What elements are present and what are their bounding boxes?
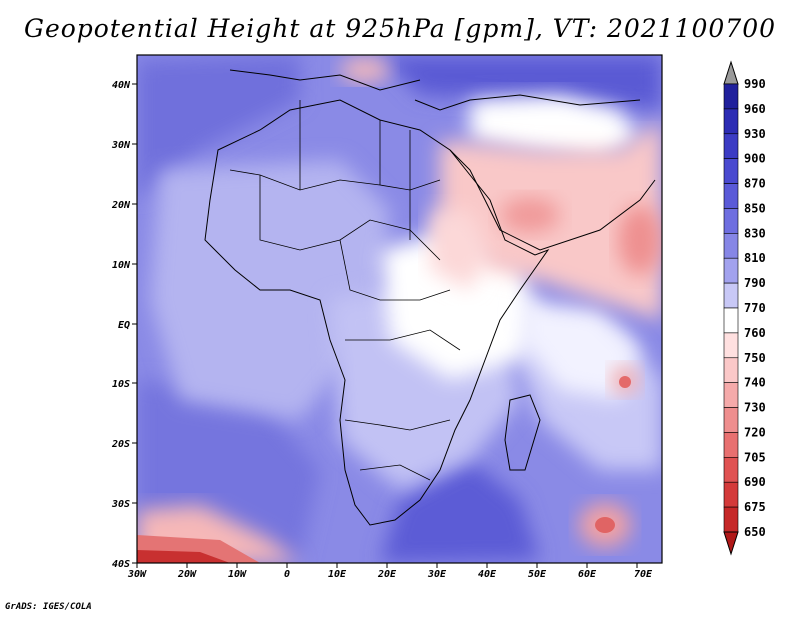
lon-label: 60E <box>578 569 597 580</box>
lon-label: 10E <box>328 569 347 580</box>
colorbar-swatch <box>723 432 739 458</box>
lon-label: 20W <box>177 569 197 580</box>
colorbar-label: 850 <box>744 201 766 215</box>
colorbar-swatch <box>723 108 739 135</box>
lon-labels: 30W 20W 10W 0 10E 20E 30E 40E 50E 60E 70… <box>127 569 653 580</box>
colorbar-label: 675 <box>744 500 766 514</box>
lat-label: 20S <box>111 439 130 450</box>
lat-label: 10S <box>112 379 130 390</box>
lat-labels: 40N 30N 20N 10N EQ 10S 20S 30S 40S <box>111 80 131 570</box>
lon-label: 0 <box>284 569 290 580</box>
lon-label: 30W <box>127 569 147 580</box>
grads-credit: GrADS: IGES/COLA <box>5 602 92 612</box>
lon-label: 10W <box>228 569 247 580</box>
colorbar: 990 960 930 900 870 850 830 810 790 770 760 750 740 7… <box>723 60 766 556</box>
colorbar-label: 960 <box>744 102 766 116</box>
colorbar-label: 990 <box>744 77 766 91</box>
lat-label: 30N <box>111 140 131 151</box>
colorbar-swatch <box>723 183 739 209</box>
lon-label: 40E <box>478 569 497 580</box>
colorbar-bottom-arrow <box>723 531 739 556</box>
colorbar-label: 690 <box>744 475 766 489</box>
colorbar-label: 750 <box>744 351 766 365</box>
colorbar-swatch <box>723 382 739 408</box>
colorbar-swatch <box>723 83 739 110</box>
lon-label: 30E <box>427 569 447 580</box>
colorbar-label: 760 <box>744 326 766 340</box>
colorbar-swatch <box>723 481 739 508</box>
lon-label: 20E <box>377 569 397 580</box>
colorbar-swatch <box>723 208 739 234</box>
colorbar-label: 730 <box>744 401 766 415</box>
colorbar-label: 870 <box>744 177 766 191</box>
colorbar-swatch <box>723 158 739 184</box>
lat-label: 40S <box>112 559 130 570</box>
map-frame <box>136 54 663 564</box>
borders <box>229 100 461 481</box>
colorbar-swatch <box>723 457 739 483</box>
colorbar-label: 790 <box>744 276 766 290</box>
colorbar-label: 740 <box>744 376 766 390</box>
map-title: Geopotential Height at 925hPa [gpm], VT:… <box>23 14 777 43</box>
colorbar-label: 705 <box>744 450 766 464</box>
lon-label: 70E <box>634 569 653 580</box>
lon-ticks <box>136 563 638 568</box>
lat-label: 30S <box>111 499 130 510</box>
colorbar-label: 830 <box>744 226 766 240</box>
colorbar-label: 720 <box>744 425 766 439</box>
height-field <box>137 55 662 563</box>
coastlines <box>204 69 656 526</box>
colorbar-label: 650 <box>744 525 766 539</box>
colorbar-label: 930 <box>744 127 766 141</box>
colorbar-swatch <box>723 233 739 259</box>
colorbar-swatch <box>723 407 739 433</box>
lat-label: 10N <box>112 260 131 271</box>
colorbar-top-arrow <box>723 60 739 85</box>
colorbar-swatch <box>723 332 739 359</box>
lon-label: 50E <box>528 569 547 580</box>
colorbar-swatch <box>723 133 739 159</box>
lat-label: 20N <box>111 200 131 211</box>
colorbar-label: 810 <box>744 251 766 265</box>
colorbar-swatch <box>723 307 739 334</box>
colorbar-swatch <box>723 282 739 309</box>
lat-label: EQ <box>118 320 130 331</box>
lat-ticks <box>132 83 137 564</box>
colorbar-swatch <box>723 357 739 383</box>
colorbar-swatch <box>723 257 739 284</box>
colorbar-label: 900 <box>744 152 766 166</box>
colorbar-label: 770 <box>744 301 766 315</box>
lat-label: 40N <box>112 80 131 91</box>
colorbar-swatch <box>723 506 739 533</box>
